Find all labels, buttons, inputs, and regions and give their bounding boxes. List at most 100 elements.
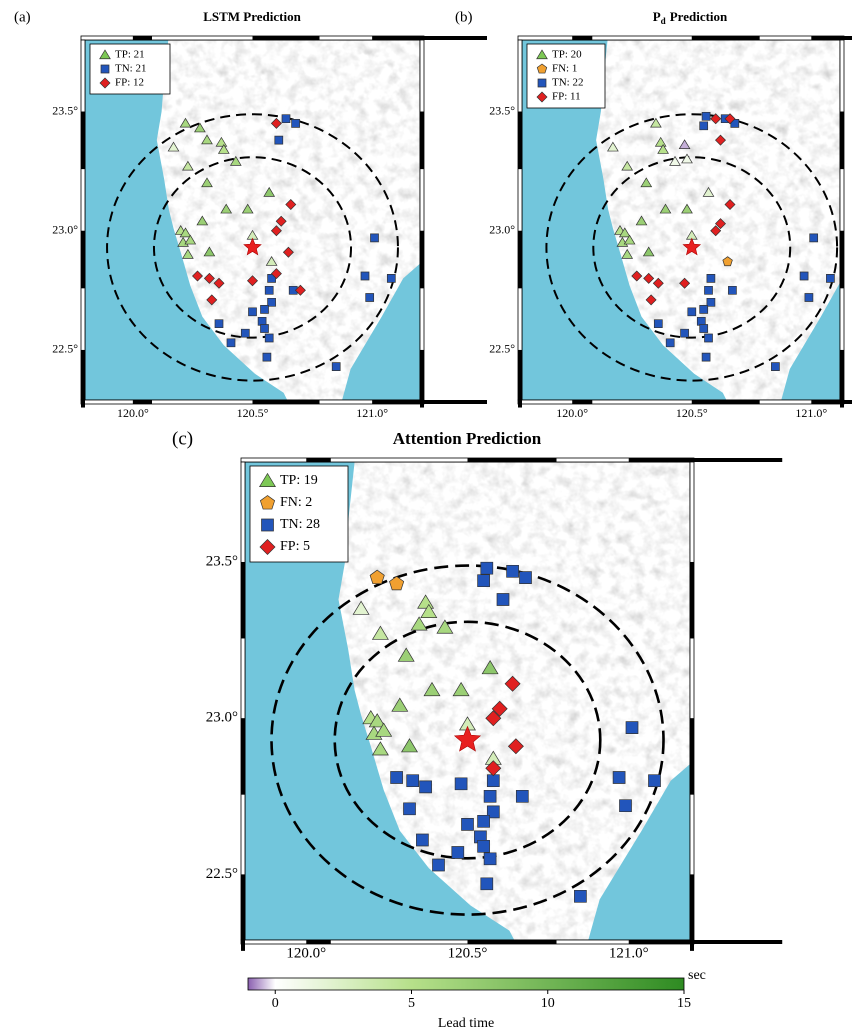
x-tick xyxy=(692,400,760,404)
station-square xyxy=(800,272,808,280)
frame-band xyxy=(81,40,85,400)
frame-band xyxy=(518,36,844,40)
x-tick xyxy=(468,458,557,462)
frame-band xyxy=(241,462,245,940)
y-tick xyxy=(241,718,245,794)
map-panel: 120.0°120.5°121.0°22.5°23.0°23.5°(c)Atte… xyxy=(172,428,782,968)
x-tick xyxy=(811,36,852,40)
legend-label: FN: 1 xyxy=(552,63,577,75)
station-square xyxy=(649,775,661,787)
y-tick xyxy=(690,562,694,638)
station-square xyxy=(292,119,300,127)
x-tick xyxy=(629,940,782,944)
station-square xyxy=(462,818,474,830)
colorbar-unit: sec xyxy=(688,968,706,983)
x-tick xyxy=(468,940,557,944)
y-tick-label: 23.0° xyxy=(489,222,515,236)
legend-marker xyxy=(538,79,546,87)
y-tick xyxy=(840,231,844,289)
map-panel: 120.0°120.5°121.0°22.5°23.0°23.5°(a)LSTM… xyxy=(14,9,487,422)
station-square xyxy=(416,834,428,846)
legend-label: FP: 12 xyxy=(115,77,144,89)
legend-marker xyxy=(262,519,274,531)
x-tick xyxy=(372,36,487,40)
figure: 120.0° 120.5° 121.0° 22.5° 23.0° 23.5° (a) LSTM… xyxy=(0,0,852,1032)
title-part: Attention Prediction xyxy=(393,429,542,448)
station-square xyxy=(261,325,269,333)
station-square xyxy=(666,339,674,347)
y-tick xyxy=(420,231,424,289)
station-square xyxy=(241,329,249,337)
legend-label: TN: 22 xyxy=(552,77,583,89)
x-tick xyxy=(306,940,331,944)
x-tick-label: 121.0° xyxy=(356,406,388,420)
station-square xyxy=(620,800,632,812)
x-tick xyxy=(692,36,760,40)
legend-label: TN: 21 xyxy=(115,63,146,75)
y-tick xyxy=(690,718,694,794)
station-square xyxy=(826,274,834,282)
x-tick xyxy=(629,458,782,462)
station-square xyxy=(487,775,499,787)
station-square xyxy=(707,298,715,306)
y-tick-label: 23.0° xyxy=(206,710,238,726)
title-part: d xyxy=(661,16,666,26)
y-tick-label: 23.5° xyxy=(489,103,515,117)
station-square xyxy=(613,772,625,784)
station-square xyxy=(265,334,273,342)
x-tick xyxy=(133,36,152,40)
station-square xyxy=(227,339,235,347)
y-tick xyxy=(241,562,245,638)
station-square xyxy=(258,317,266,325)
station-square xyxy=(516,790,528,802)
station-square xyxy=(484,853,496,865)
station-square xyxy=(810,234,818,242)
y-tick xyxy=(840,112,844,170)
panel-title: LSTM Prediction xyxy=(203,9,301,24)
station-square xyxy=(707,274,715,282)
x-tick xyxy=(811,400,852,404)
x-tick-label: 120.0° xyxy=(556,406,588,420)
station-square xyxy=(361,272,369,280)
station-square xyxy=(249,308,257,316)
frame-band xyxy=(518,40,522,400)
x-tick-label: 120.0° xyxy=(117,406,149,420)
legend-label: TN: 28 xyxy=(280,517,320,532)
station-square xyxy=(478,575,490,587)
colorbar-tick-label: 0 xyxy=(272,996,279,1011)
y-tick-label: 22.5° xyxy=(206,866,238,882)
colorbar-tick-label: 5 xyxy=(408,996,415,1011)
x-tick xyxy=(572,36,592,40)
station-square xyxy=(626,722,638,734)
y-tick-label: 23.5° xyxy=(206,553,238,569)
y-tick xyxy=(840,350,844,408)
x-tick-label: 120.5° xyxy=(237,406,269,420)
station-square xyxy=(700,325,708,333)
x-tick xyxy=(572,400,592,404)
x-tick xyxy=(253,36,320,40)
x-tick-label: 120.0° xyxy=(286,945,326,961)
station-square xyxy=(366,294,374,302)
station-square xyxy=(478,815,490,827)
y-tick xyxy=(81,112,85,170)
x-tick xyxy=(253,400,320,404)
y-tick-label: 23.5° xyxy=(52,103,78,117)
colorbar-tick-label: 10 xyxy=(541,996,555,1011)
frame-band xyxy=(840,40,844,400)
station-square xyxy=(261,305,269,313)
legend-label: TP: 19 xyxy=(280,473,318,488)
station-square xyxy=(705,286,713,294)
station-square xyxy=(407,775,419,787)
y-tick xyxy=(420,350,424,408)
panel-label: (a) xyxy=(14,9,31,25)
x-tick-label: 121.0° xyxy=(795,406,827,420)
y-tick xyxy=(690,874,694,950)
frame-band xyxy=(518,400,844,404)
station-square xyxy=(520,572,532,584)
station-square xyxy=(215,320,223,328)
panel-title: PdPrediction xyxy=(653,9,728,26)
legend-label: TP: 20 xyxy=(552,49,582,61)
x-tick-label: 121.0° xyxy=(609,945,649,961)
station-square xyxy=(805,294,813,302)
station-square xyxy=(484,790,496,802)
